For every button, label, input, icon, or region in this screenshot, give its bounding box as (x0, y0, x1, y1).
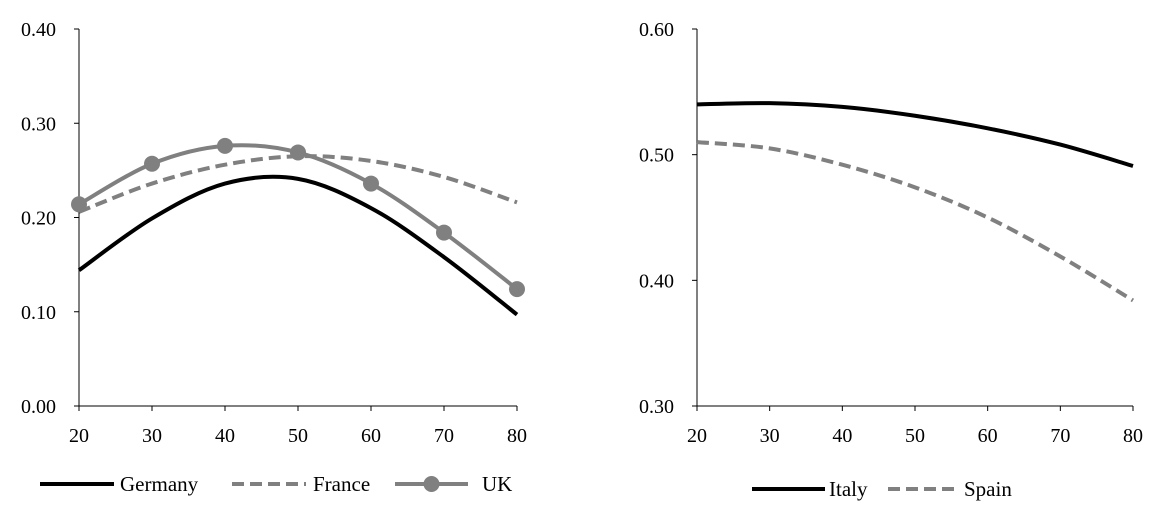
x-tick-label: 70 (434, 425, 454, 447)
legend-label-uk: UK (482, 472, 512, 496)
chart-left: 0.00 0.10 0.20 0.30 0.40 20 30 40 50 60 70 80 German… (21, 19, 527, 496)
data-point-uk (144, 155, 160, 172)
y-tick-label: 0.40 (21, 19, 56, 41)
y-tick-label: 0.50 (639, 145, 674, 167)
y-tick-label: 0.10 (21, 302, 56, 324)
series-line-spain (696, 140, 1135, 303)
x-tick-label: 20 (69, 425, 89, 447)
chart-right: 0.30 0.40 0.50 0.60 20 30 40 50 60 70 80 Italy Spain (639, 19, 1143, 501)
legend-label-italy: Italy (829, 477, 868, 501)
series-line-italy (696, 101, 1134, 168)
data-point-uk (509, 281, 525, 298)
data-point-uk (363, 175, 379, 192)
x-tick-label: 40 (215, 425, 235, 447)
x-tick-label: 60 (361, 425, 381, 447)
x-tick-label: 50 (905, 425, 925, 447)
data-point-uk (71, 196, 87, 213)
y-tick-label: 0.30 (21, 113, 56, 135)
y-tick-label: 0.40 (639, 270, 674, 292)
legend-label-spain: Spain (964, 477, 1012, 501)
x-tick-label: 60 (978, 425, 998, 447)
x-tick-label: 70 (1050, 425, 1070, 447)
y-tick-label: 0.20 (21, 208, 56, 230)
x-tick-label: 30 (142, 425, 162, 447)
x-tick-label: 80 (507, 425, 527, 447)
data-point-uk (436, 224, 452, 241)
legend-label-germany: Germany (120, 472, 199, 496)
x-tick-label: 80 (1123, 425, 1143, 447)
x-tick-label: 20 (687, 425, 707, 447)
legend-label-france: France (313, 472, 370, 496)
x-tick-label: 50 (288, 425, 308, 447)
y-tick-label: 0.30 (639, 396, 674, 418)
y-tick-label: 0.00 (21, 396, 56, 418)
series-line-germany (77, 174, 519, 317)
y-tick-label: 0.60 (639, 19, 674, 41)
data-point-uk (217, 137, 233, 154)
x-tick-label: 30 (760, 425, 780, 447)
data-point-uk (290, 144, 306, 161)
x-tick-label: 40 (832, 425, 852, 447)
legend-marker-uk (423, 476, 440, 492)
